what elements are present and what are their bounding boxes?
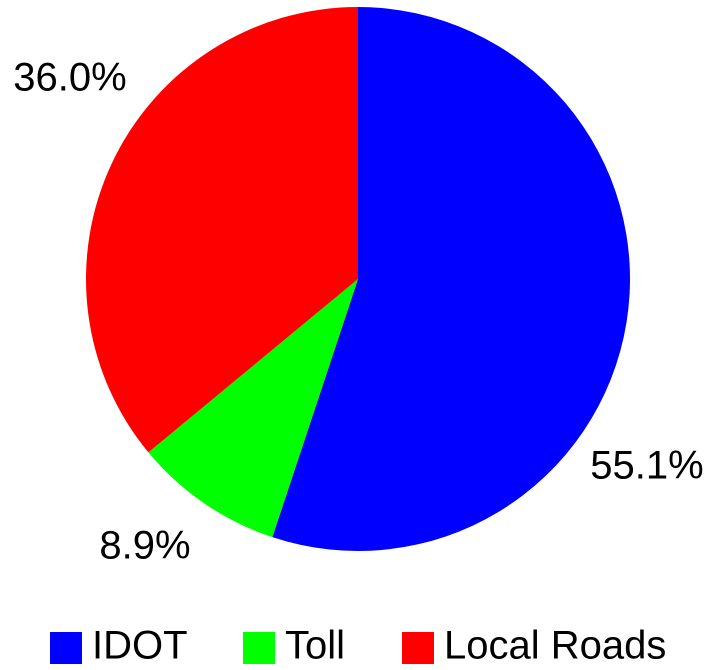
legend-swatch [243,632,275,664]
data-label: 8.9% [99,524,190,568]
data-label: 55.1% [590,444,703,488]
pie-slice [148,279,358,538]
pie-slice [85,7,358,453]
legend-label: IDOT [92,624,188,668]
pie-slice [272,7,630,551]
legend-label: Toll [285,624,345,668]
data-label: 36.0% [13,56,126,100]
legend-swatch [50,632,82,664]
legend-label: Local Roads [444,624,666,668]
legend-swatch [402,632,434,664]
